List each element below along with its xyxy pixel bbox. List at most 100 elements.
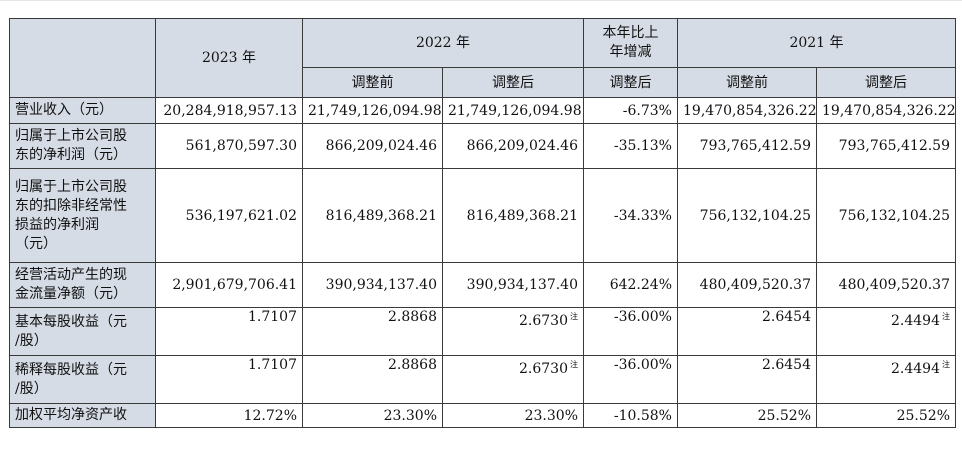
value-2021-before-text: 793,765,412.59 <box>699 138 811 154</box>
value-2023: 561,870,597.30 <box>155 123 303 169</box>
row-label-line: /股） <box>15 332 48 349</box>
value-2022-before-text: 23.30% <box>383 407 437 424</box>
row-label-line: 经营活动产生的现 <box>15 267 127 283</box>
value-2023: 536,197,621.02 <box>155 168 303 263</box>
row-label-line: 东的净利润（元） <box>15 147 127 163</box>
value-change: -34.33% <box>583 168 678 263</box>
value-2021-before-text: 19,470,854,326.22 <box>683 102 817 119</box>
value-2022-before: 2.8868 <box>302 307 443 356</box>
row-label-line: 稀释每股收益（元 <box>15 361 127 378</box>
value-2023: 2,901,679,706.41 <box>155 262 303 308</box>
value-2021-before: 793,765,412.59 <box>677 123 817 169</box>
row-label-line: 损益的净利润 <box>15 216 99 233</box>
header-label-empty <box>9 18 156 98</box>
row-label: 归属于上市公司股 东的扣除非经常性 损益的净利润 （元） <box>9 168 156 263</box>
value-change-text: -34.33% <box>613 207 672 224</box>
value-change-text: -10.58% <box>613 407 672 424</box>
value-2021-after-text: 25.52% <box>896 407 950 424</box>
value-2021-after-text: 793,765,412.59 <box>838 138 950 154</box>
header-row-years: 2023 年 2022 年 本年比上 年增减 2021 年 <box>9 18 956 98</box>
table-row: 加权平均净资产收 12.72% 23.30% 23.30% -10.58% 25.52% 2… <box>9 403 956 428</box>
header-2021-after: 调整后 <box>816 67 956 98</box>
table-row: 归属于上市公司股 东的净利润（元） 561,870,597.30 866,209,02… <box>9 123 956 169</box>
value-2021-after-text: 480,409,520.37 <box>838 277 950 293</box>
header-change-line-2: 年增减 <box>609 44 652 60</box>
value-2022-after: 390,934,137.40 <box>442 262 584 308</box>
value-2022-after-text: 816,489,368.21 <box>466 207 578 224</box>
value-2022-after-text: 23.30% <box>524 407 578 424</box>
value-2021-before: 756,132,104.25 <box>677 168 817 263</box>
value-2022-after-text: 2.6730 <box>519 313 568 329</box>
value-change: 642.24% <box>583 262 678 308</box>
value-change: -36.00% <box>583 355 678 404</box>
value-change: -6.73% <box>583 97 678 124</box>
value-2021-after: 793,765,412.59 <box>816 123 956 169</box>
footnote-mark: 注 <box>570 360 578 369</box>
value-2022-before-text: 2.8868 <box>388 357 437 373</box>
value-2021-before: 25.52% <box>677 403 817 428</box>
value-change-text: -36.00% <box>613 309 672 325</box>
header-row-adjust: 调整前 调整后 调整后 调整前 调整后 <box>10 67 956 98</box>
header-2021: 2021 年 <box>677 18 956 68</box>
value-2023-text: 20,284,918,957.13 <box>163 102 297 119</box>
value-2022-after-text: 21,749,126,094.98 <box>448 102 582 119</box>
row-label: 稀释每股收益（元/股） <box>9 355 156 404</box>
value-2021-after-text: 19,470,854,326.22 <box>822 102 956 119</box>
row-label: 基本每股收益（元/股） <box>9 307 156 356</box>
value-2022-before-text: 21,749,126,094.98 <box>308 102 442 119</box>
value-2021-after: 25.52% <box>816 403 956 428</box>
value-2022-after-text: 2.6730 <box>519 361 568 377</box>
value-2021-after-text: 2.4494 <box>891 361 940 377</box>
table-row: 基本每股收益（元/股） 1.7107 2.8868 2.6730 注 -36.00% 2.6… <box>9 307 956 356</box>
value-2023: 12.72% <box>155 403 303 428</box>
value-change-text: 642.24% <box>609 277 672 293</box>
value-2023-text: 561,870,597.30 <box>185 138 297 154</box>
row-label-line: 归属于上市公司股 <box>15 128 127 144</box>
row-label-line: /股） <box>15 380 48 397</box>
header-change-after: 调整后 <box>583 67 678 98</box>
value-2021-after-text: 756,132,104.25 <box>838 207 950 224</box>
row-label-line: 归属于上市公司股 <box>15 178 127 195</box>
header-2021-before: 调整前 <box>677 67 817 98</box>
table-body: 营业收入（元） 20,284,918,957.13 21,749,126,094.9… <box>9 97 956 428</box>
value-2021-before-text: 25.52% <box>757 407 811 424</box>
value-2022-after: 23.30% <box>442 403 584 428</box>
value-change: -35.13% <box>583 123 678 169</box>
value-2022-after: 2.6730 注 <box>442 355 584 404</box>
row-label-line: 加权平均净资产收 <box>15 407 127 423</box>
value-2023-text: 1.7107 <box>248 357 297 373</box>
header-change: 本年比上 年增减 <box>583 18 678 68</box>
value-2021-before-text: 480,409,520.37 <box>699 277 811 293</box>
row-label: 归属于上市公司股 东的净利润（元） <box>9 123 156 169</box>
value-2023-text: 536,197,621.02 <box>185 207 297 224</box>
value-2021-after: 19,470,854,326.22 <box>816 97 956 124</box>
row-label-line: （元） <box>15 235 57 252</box>
value-2023-text: 12.72% <box>243 407 297 424</box>
row-label: 加权平均净资产收 <box>9 403 156 428</box>
value-change-text: -6.73% <box>622 102 672 119</box>
value-2022-before-text: 2.8868 <box>388 309 437 325</box>
value-change-text: -35.13% <box>613 138 672 154</box>
header-2022-before: 调整前 <box>302 67 443 98</box>
value-2022-before: 866,209,024.46 <box>302 123 443 169</box>
row-label-line: 东的扣除非经常性 <box>15 197 127 214</box>
value-2023-text: 1.7107 <box>248 309 297 325</box>
value-2021-after-text: 2.4494 <box>891 313 940 329</box>
value-2021-after: 2.4494 注 <box>816 355 956 404</box>
value-2021-before-text: 756,132,104.25 <box>699 207 811 224</box>
row-label: 营业收入（元） <box>9 97 156 124</box>
value-2022-after: 2.6730 注 <box>442 307 584 356</box>
header-2022: 2022 年 <box>302 18 584 68</box>
value-2021-before-text: 2.6454 <box>762 357 811 373</box>
table-row: 稀释每股收益（元/股） 1.7107 2.8868 2.6730 注 -36.00% 2.6… <box>9 355 956 404</box>
value-2022-after: 866,209,024.46 <box>442 123 584 169</box>
value-2022-after-text: 390,934,137.40 <box>466 277 578 293</box>
value-2021-after: 2.4494 注 <box>816 307 956 356</box>
value-change: -10.58% <box>583 403 678 428</box>
value-2022-before-text: 816,489,368.21 <box>325 207 437 224</box>
value-2021-before-text: 2.6454 <box>762 309 811 325</box>
value-2022-before-text: 866,209,024.46 <box>325 138 437 154</box>
row-label: 经营活动产生的现 金流量净额（元） <box>9 262 156 308</box>
value-2022-before: 21,749,126,094.98 <box>302 97 443 124</box>
value-change-text: -36.00% <box>613 357 672 373</box>
